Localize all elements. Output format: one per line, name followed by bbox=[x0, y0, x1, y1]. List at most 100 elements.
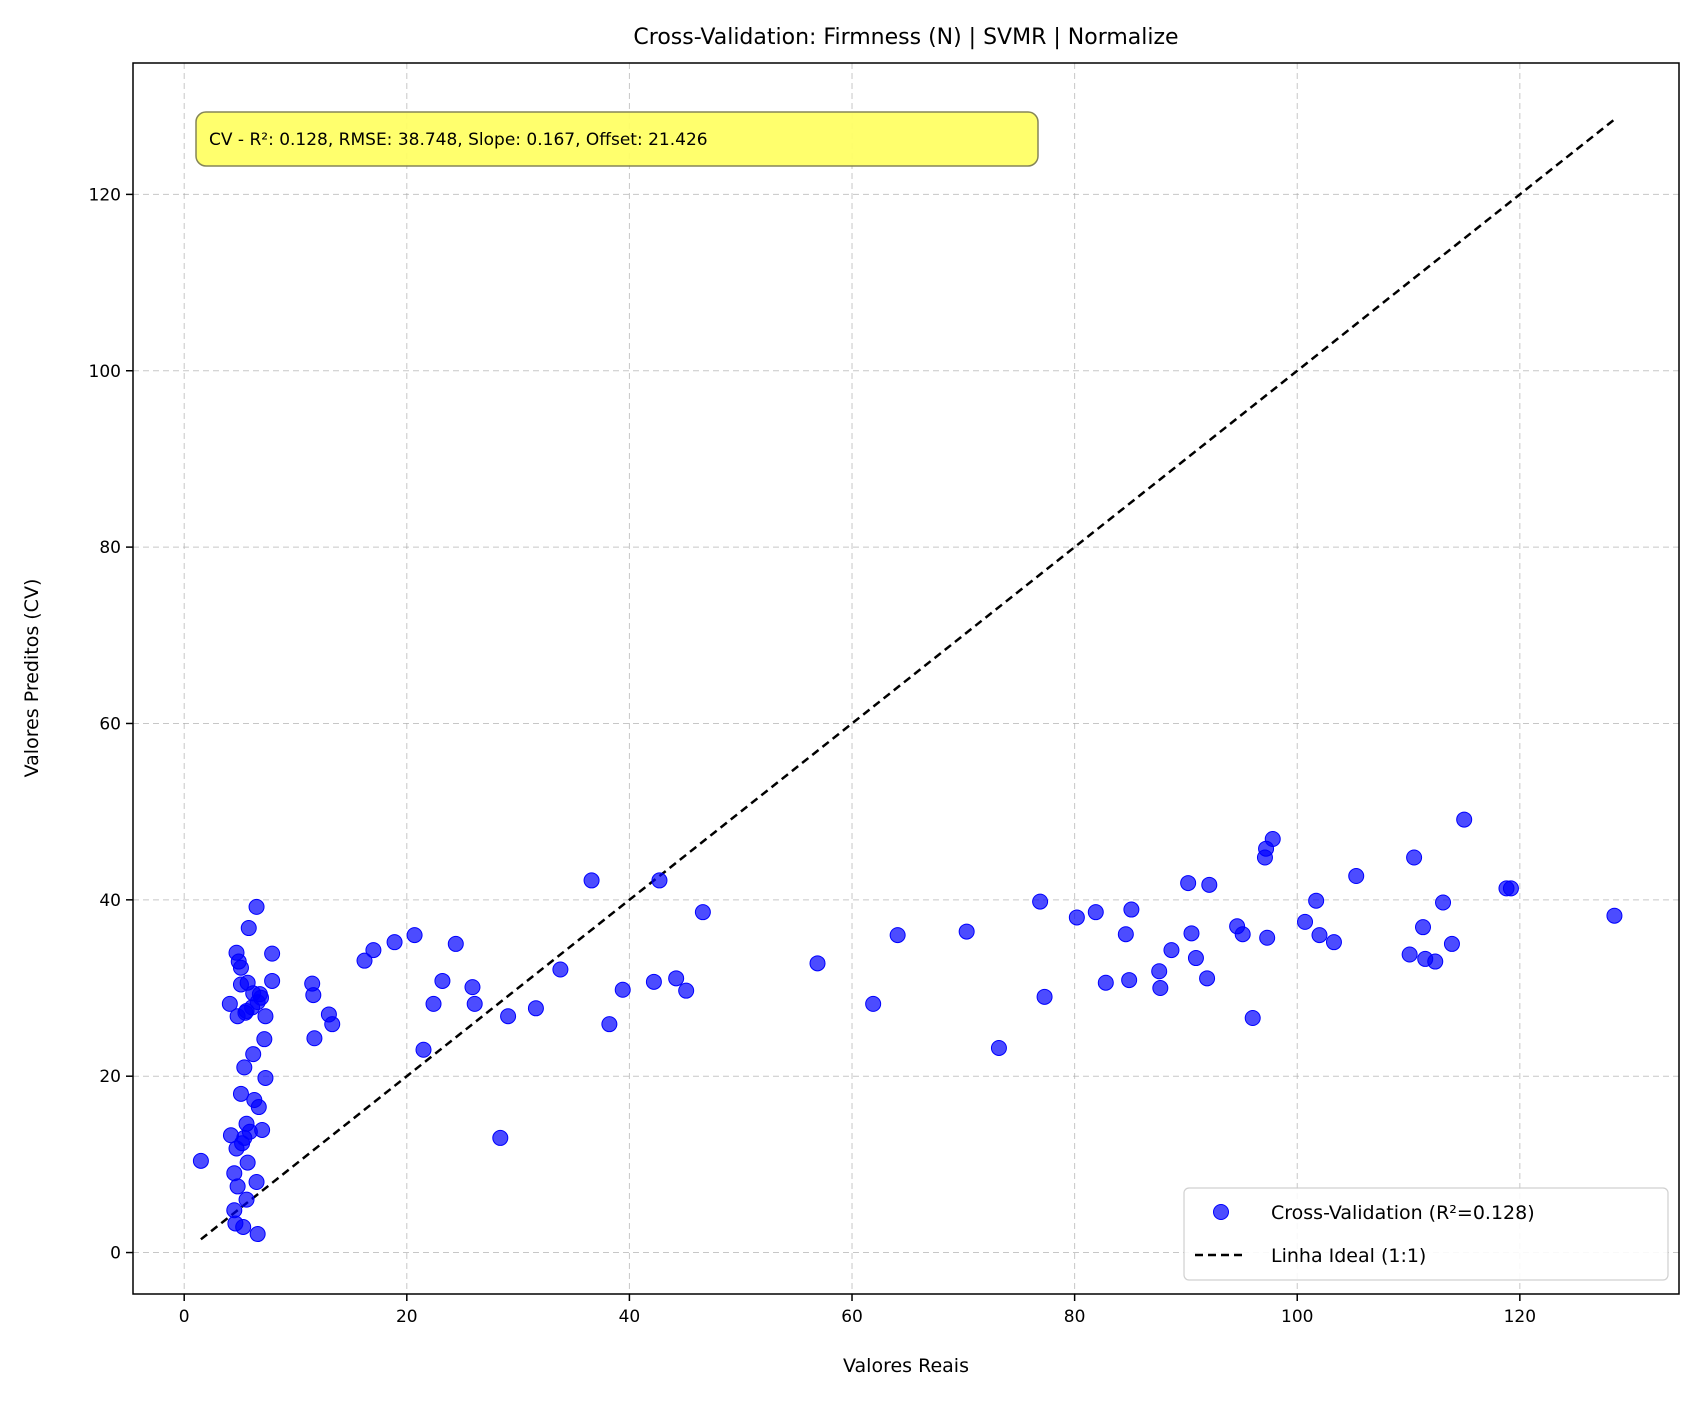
data-point bbox=[236, 1059, 253, 1076]
data-point bbox=[1244, 1009, 1261, 1026]
data-point bbox=[240, 920, 257, 937]
data-point bbox=[1068, 909, 1085, 926]
data-point bbox=[1325, 934, 1342, 951]
y-tick-label: 100 bbox=[89, 362, 121, 382]
data-point bbox=[1151, 963, 1168, 980]
data-point bbox=[306, 1030, 323, 1047]
data-point bbox=[1311, 927, 1328, 944]
ideal-line-layer bbox=[200, 118, 1616, 1241]
data-point bbox=[1117, 926, 1134, 943]
legend: Cross-Validation (R²=0.128) Linha Ideal … bbox=[1183, 1187, 1669, 1281]
data-point bbox=[226, 1202, 243, 1219]
data-point bbox=[1187, 950, 1204, 967]
legend-marker-scatter bbox=[1213, 1204, 1229, 1220]
legend-box bbox=[1183, 1187, 1669, 1281]
annotation-box bbox=[195, 111, 1039, 167]
x-tick-label: 80 bbox=[1064, 1307, 1086, 1327]
data-point bbox=[889, 927, 906, 944]
x-tick-label: 100 bbox=[1281, 1307, 1313, 1327]
data-point bbox=[1348, 868, 1365, 885]
data-point bbox=[1201, 876, 1218, 893]
data-point bbox=[1259, 929, 1276, 946]
y-tick-label: 120 bbox=[89, 185, 121, 205]
data-point bbox=[257, 1069, 274, 1086]
data-point bbox=[694, 904, 711, 921]
data-point bbox=[552, 961, 569, 978]
data-point bbox=[425, 995, 442, 1012]
y-tick-label: 80 bbox=[99, 538, 121, 558]
data-point bbox=[492, 1129, 509, 1146]
data-point bbox=[248, 1174, 265, 1191]
data-point bbox=[1406, 849, 1423, 866]
data-point bbox=[1456, 811, 1473, 828]
data-point bbox=[809, 955, 826, 972]
data-point bbox=[1121, 972, 1138, 989]
data-point bbox=[1199, 970, 1216, 987]
data-point bbox=[678, 982, 695, 999]
data-point bbox=[464, 979, 481, 996]
data-point bbox=[192, 1152, 209, 1169]
data-point bbox=[1183, 925, 1200, 942]
data-point bbox=[583, 872, 600, 889]
data-point bbox=[1297, 913, 1314, 930]
data-point bbox=[1123, 901, 1140, 918]
data-point bbox=[221, 995, 238, 1012]
data-point bbox=[226, 1165, 243, 1182]
data-point bbox=[252, 989, 269, 1006]
chart-title: Cross-Validation: Firmness (N) | SVMR | … bbox=[633, 25, 1178, 50]
data-point bbox=[1087, 904, 1104, 921]
y-tick-label: 60 bbox=[99, 714, 121, 734]
data-point bbox=[1427, 953, 1444, 970]
data-point bbox=[239, 1154, 256, 1171]
data-point bbox=[305, 987, 322, 1004]
x-axis-label: Valores Reais bbox=[843, 1355, 969, 1377]
data-point bbox=[245, 1046, 262, 1063]
data-point bbox=[1163, 942, 1180, 959]
data-point bbox=[500, 1008, 517, 1025]
x-tick-label: 20 bbox=[396, 1307, 418, 1327]
x-tick-label: 40 bbox=[619, 1307, 641, 1327]
data-point bbox=[1443, 935, 1460, 952]
data-point bbox=[232, 959, 249, 976]
data-point bbox=[1180, 875, 1197, 892]
data-point bbox=[415, 1041, 432, 1058]
data-point bbox=[1097, 974, 1114, 991]
data-point bbox=[264, 972, 281, 989]
data-point bbox=[264, 945, 281, 962]
data-point bbox=[601, 1016, 618, 1033]
data-point bbox=[651, 872, 668, 889]
axis-ticks: 0 20 40 60 80 100 120 0 20 40 60 80 100 120 bbox=[89, 185, 1537, 1327]
data-point bbox=[1415, 919, 1432, 936]
plot-frame bbox=[132, 62, 1680, 1295]
data-point bbox=[958, 923, 975, 940]
data-point bbox=[406, 927, 423, 944]
data-point bbox=[1032, 893, 1049, 910]
data-point bbox=[668, 970, 685, 987]
scatter-points bbox=[192, 811, 1623, 1243]
annotation-text: CV - R²: 0.128, RMSE: 38.748, Slope: 0.1… bbox=[209, 130, 708, 150]
legend-label-scatter: Cross-Validation (R²=0.128) bbox=[1271, 1202, 1535, 1224]
data-point bbox=[645, 973, 662, 990]
data-point bbox=[256, 1031, 273, 1048]
data-point bbox=[447, 935, 464, 952]
data-point bbox=[386, 934, 403, 951]
ideal-line bbox=[200, 118, 1616, 1241]
data-point bbox=[990, 1039, 1007, 1056]
data-point bbox=[356, 952, 373, 969]
data-point bbox=[235, 1218, 252, 1235]
x-tick-label: 60 bbox=[841, 1307, 863, 1327]
data-point bbox=[232, 1085, 249, 1102]
y-tick-label: 40 bbox=[99, 891, 121, 911]
data-point bbox=[257, 1008, 274, 1025]
data-point bbox=[614, 981, 631, 998]
stats-annotation: CV - R²: 0.128, RMSE: 38.748, Slope: 0.1… bbox=[195, 111, 1039, 167]
data-point bbox=[466, 995, 483, 1012]
data-point bbox=[527, 1000, 544, 1017]
data-point bbox=[1308, 892, 1325, 909]
data-point bbox=[249, 1226, 266, 1243]
data-point bbox=[229, 1178, 246, 1195]
data-point bbox=[1502, 880, 1519, 897]
data-point bbox=[1036, 988, 1053, 1005]
data-point bbox=[248, 898, 265, 915]
